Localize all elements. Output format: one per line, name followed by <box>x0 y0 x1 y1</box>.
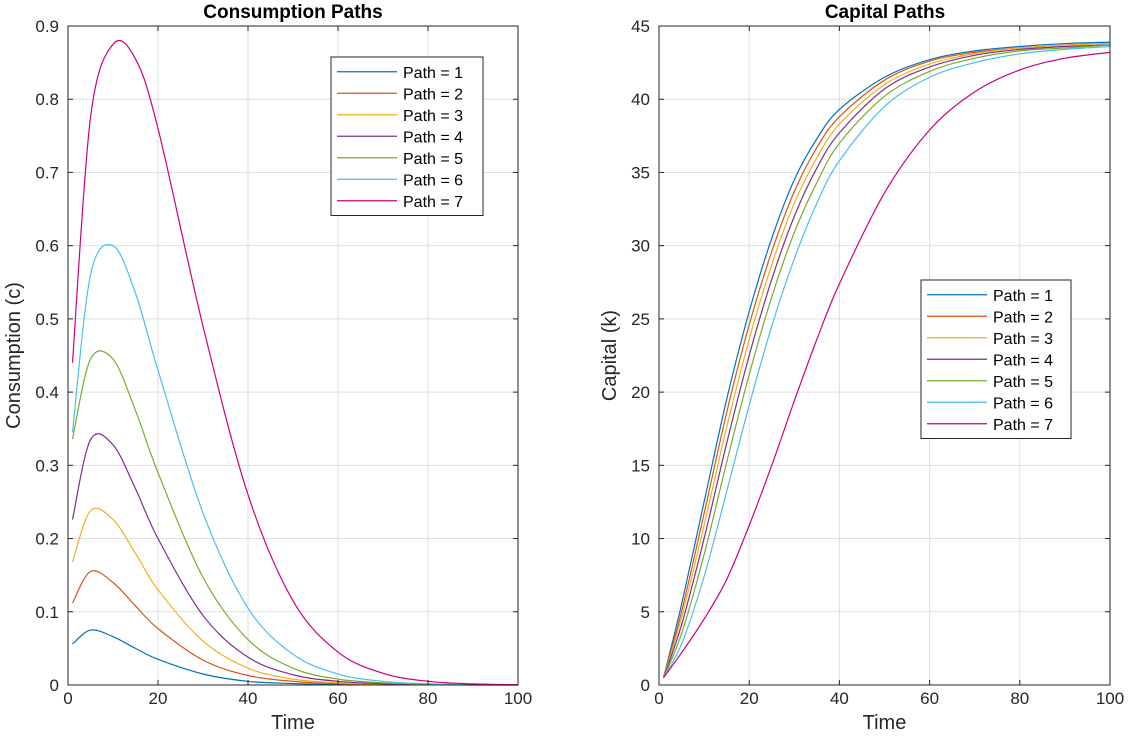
legend: Path = 1 Path = 2 Path = 3 Path = 4 Path = 5… <box>330 56 484 216</box>
x-tick-label: 20 <box>740 689 759 708</box>
y-axis-label: Capital (k) <box>599 310 621 401</box>
legend-entry: Path = 3 <box>403 108 463 125</box>
x-tick-label: 0 <box>63 689 72 708</box>
axes-box <box>67 25 519 686</box>
y-tick-label: 0.5 <box>35 310 59 329</box>
y-tick-label: 0 <box>641 676 650 695</box>
y-tick-label: 0.1 <box>35 603 59 622</box>
series-line-path-1 <box>662 41 1111 678</box>
legend-entry: Path = 1 <box>993 288 1053 305</box>
y-tick-label: 0.8 <box>35 90 59 109</box>
chart-title: Consumption Paths <box>203 2 382 23</box>
x-tick-label: 40 <box>830 689 849 708</box>
x-tick-label: 60 <box>920 689 939 708</box>
legend-entry: Path = 2 <box>403 86 463 103</box>
y-tick-label: 5 <box>641 603 650 622</box>
chart-title: Capital Paths <box>825 2 945 23</box>
y-tick-label: 20 <box>631 383 650 402</box>
y-tick-label: 10 <box>631 530 650 549</box>
axes-box <box>658 25 1111 686</box>
legend-entry: Path = 6 <box>993 395 1053 412</box>
legend-entry: Path = 1 <box>403 65 463 82</box>
x-tick-label: 0 <box>654 689 663 708</box>
ticks: 0 20 40 60 80 100 0 5 10 15 20 25 30 35 40 45 <box>631 17 1124 708</box>
x-tick-label: 20 <box>149 689 168 708</box>
series-lines <box>662 41 1111 679</box>
series-line-path-2 <box>662 42 1111 678</box>
legend-entry: Path = 7 <box>993 417 1053 434</box>
y-tick-label: 0.6 <box>35 237 59 256</box>
legend-entry: Path = 3 <box>993 331 1053 348</box>
legend: Path = 1 Path = 2 Path = 3 Path = 4 Path = 5… <box>920 279 1072 439</box>
x-axis-label: Time <box>271 712 315 734</box>
legend-entry: Path = 2 <box>993 309 1053 326</box>
y-tick-label: 0.2 <box>35 530 59 549</box>
x-tick-label: 100 <box>1096 689 1124 708</box>
x-axis-label: Time <box>863 712 907 734</box>
y-tick-label: 0.4 <box>35 383 59 402</box>
x-tick-label: 80 <box>1010 689 1029 708</box>
series-line-path-3 <box>662 42 1111 678</box>
x-tick-label: 100 <box>504 689 532 708</box>
y-tick-label: 25 <box>631 310 650 329</box>
legend-entry: Path = 6 <box>403 172 463 189</box>
y-tick-label: 0.7 <box>35 163 59 182</box>
y-tick-label: 40 <box>631 90 650 109</box>
y-tick-label: 35 <box>631 163 650 182</box>
legend-entry: Path = 5 <box>403 151 463 168</box>
legend-entry: Path = 7 <box>403 194 463 211</box>
y-tick-label: 30 <box>631 237 650 256</box>
series-line-path-7 <box>71 39 519 686</box>
y-tick-label: 15 <box>631 456 650 475</box>
x-tick-label: 60 <box>329 689 348 708</box>
legend-entry: Path = 4 <box>403 129 463 146</box>
ticks: 0 20 40 60 80 100 0 0.1 0.2 0.3 0.4 0.5 0.6 0.7 0.8 0.9 <box>35 17 532 708</box>
chart-1: 0 20 40 60 80 100 0 0.1 0.2 0.3 0.4 0.5 0.6 0.7 0.8 0.9… <box>3 2 532 734</box>
x-tick-label: 40 <box>239 689 258 708</box>
y-tick-label: 0.3 <box>35 456 59 475</box>
y-tick-label: 0.9 <box>35 17 59 36</box>
y-tick-label: 0 <box>50 676 59 695</box>
series-line-path-6 <box>71 243 519 686</box>
y-axis-label: Consumption (c) <box>3 282 25 429</box>
series-line-path-4 <box>662 44 1111 678</box>
chart-2: 0 20 40 60 80 100 0 5 10 15 20 25 30 35 40 45 Capital Pa… <box>599 2 1124 734</box>
legend-entry: Path = 4 <box>993 352 1053 369</box>
series-lines <box>71 39 519 686</box>
series-line-path-6 <box>662 45 1111 678</box>
legend-entry: Path = 5 <box>993 374 1053 391</box>
y-tick-label: 45 <box>631 17 650 36</box>
x-tick-label: 80 <box>419 689 438 708</box>
series-line-path-7 <box>663 51 1111 679</box>
series-line-path-5 <box>662 44 1111 678</box>
